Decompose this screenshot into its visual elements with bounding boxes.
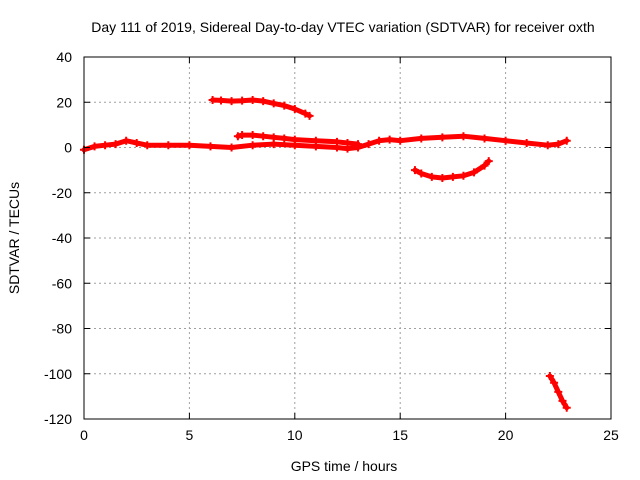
data-point [269, 140, 278, 149]
data-point [459, 132, 468, 141]
data-point [501, 136, 510, 145]
data-point [459, 171, 468, 180]
x-tick-label: 25 [603, 427, 619, 443]
data-point [375, 136, 384, 145]
chart-title: Day 111 of 2019, Sidereal Day-to-day VTE… [91, 19, 594, 35]
data-point [248, 131, 257, 140]
data-point [545, 372, 554, 381]
data-point [227, 143, 236, 152]
y-tick-label: -100 [44, 366, 72, 382]
data-point [248, 141, 257, 150]
axis-ticks: 0 5 10 15 20 25 -120 -100 -80 -60 -40 -20 0 20 40 [44, 49, 619, 443]
x-axis-label: GPS time / hours [291, 458, 398, 474]
y-tick-label: 0 [64, 140, 72, 156]
data-point [164, 141, 173, 150]
data-point [480, 161, 489, 170]
data-point [259, 132, 268, 141]
data-point [562, 403, 571, 412]
data-point [238, 96, 247, 105]
data-point [554, 387, 563, 396]
x-tick-label: 10 [287, 427, 303, 443]
y-tick-label: -60 [52, 275, 72, 291]
data-point [101, 141, 110, 150]
y-tick-label: 20 [56, 94, 72, 110]
data-series [80, 95, 571, 412]
data-point [396, 136, 405, 145]
data-point [364, 140, 373, 149]
x-tick-label: 5 [186, 427, 194, 443]
data-point [280, 134, 289, 143]
data-point [206, 142, 215, 151]
data-point [208, 95, 217, 104]
y-tick-label: -40 [52, 230, 72, 246]
data-point [111, 140, 120, 149]
data-point [484, 157, 493, 166]
data-point [301, 109, 310, 118]
y-tick-label: 40 [56, 49, 72, 65]
y-tick-label: -80 [52, 321, 72, 337]
x-tick-label: 0 [80, 427, 88, 443]
data-point [290, 105, 299, 114]
data-point [558, 396, 567, 405]
data-point [385, 135, 394, 144]
data-point [448, 172, 457, 181]
x-tick-label: 20 [498, 427, 514, 443]
data-point [562, 136, 571, 145]
data-point [438, 133, 447, 142]
data-point [554, 140, 563, 149]
data-point [185, 141, 194, 150]
data-point [143, 141, 152, 150]
data-point [90, 142, 99, 151]
data-point [269, 133, 278, 142]
data-point [248, 95, 257, 104]
grid [84, 57, 611, 419]
data-point [217, 96, 226, 105]
data-point [233, 132, 242, 141]
data-point [410, 166, 419, 175]
data-point [269, 99, 278, 108]
data-point [259, 97, 268, 106]
data-point [550, 378, 559, 387]
data-point [417, 134, 426, 143]
x-tick-label: 15 [392, 427, 408, 443]
y-tick-label: -120 [44, 411, 72, 427]
data-point [227, 97, 236, 106]
data-point [305, 111, 314, 120]
data-point [522, 138, 531, 147]
data-point [427, 172, 436, 181]
y-axis-label: SDTVAR / TECUs [6, 182, 22, 294]
data-point [354, 140, 363, 149]
data-point [290, 135, 299, 144]
data-point [543, 141, 552, 150]
data-point [280, 101, 289, 110]
data-point [122, 136, 131, 145]
data-point [417, 169, 426, 178]
data-point [343, 138, 352, 147]
data-point [480, 134, 489, 143]
data-point [311, 136, 320, 145]
y-tick-label: -20 [52, 185, 72, 201]
data-point [469, 168, 478, 177]
data-point [438, 174, 447, 183]
data-point [132, 138, 141, 147]
data-point [332, 137, 341, 146]
data-point [238, 131, 247, 140]
